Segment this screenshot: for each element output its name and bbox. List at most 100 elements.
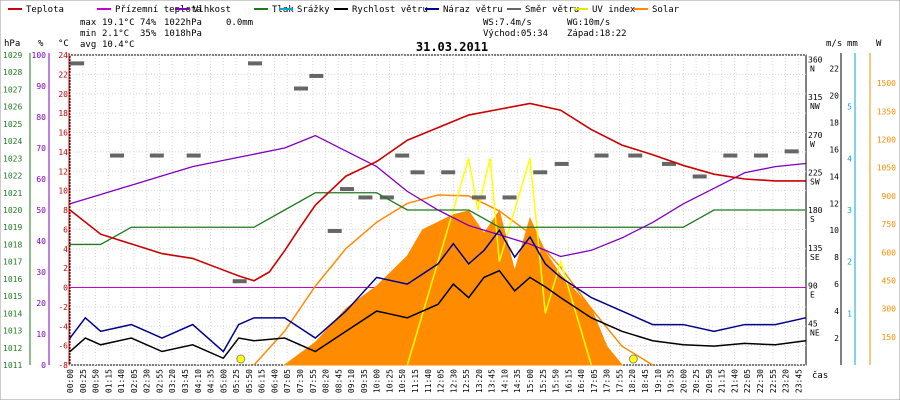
- wind-direction-mark: [692, 174, 707, 179]
- direction-tick-label: 225: [808, 168, 823, 177]
- x-tick-label: 12:30: [449, 369, 458, 393]
- pct-tick-label: 40: [36, 237, 46, 246]
- max-hum: 74%: [140, 18, 157, 28]
- wind-direction-mark: [723, 153, 738, 158]
- x-tick-label: 06:15: [258, 369, 267, 393]
- x-tick-label: 09:35: [360, 369, 369, 393]
- x-tick-label: 13:20: [475, 369, 484, 393]
- x-tick-label: 17:55: [615, 369, 624, 393]
- x-tick-label: 00:50: [92, 369, 101, 393]
- wind-direction-mark: [294, 86, 308, 91]
- svg-text:mm: mm: [847, 39, 858, 49]
- x-tick-label: 23:45: [794, 369, 803, 393]
- celsius-tick-label: 24: [58, 51, 68, 60]
- x-tick-label: 05:00: [219, 369, 228, 393]
- uv-tick-label: 2: [847, 258, 852, 267]
- uv-tick-label: 4: [847, 154, 852, 163]
- legend-item-teplota: Teplota: [8, 5, 64, 15]
- wind-direction-mark: [186, 153, 201, 158]
- x-tick-label: 12:05: [437, 369, 446, 393]
- pct-tick-label: 70: [36, 144, 46, 153]
- legend-item-smer: Směr větru: [507, 5, 579, 15]
- svg-text:max: max: [80, 18, 97, 28]
- max-temp: 19.1°C: [102, 18, 135, 28]
- x-tick-label: 02:30: [143, 369, 152, 393]
- wind-direction-mark: [395, 153, 410, 158]
- x-tick-label: 01:15: [104, 369, 113, 393]
- ms-tick-label: 4: [834, 307, 839, 316]
- x-axis-label: čas: [812, 370, 828, 381]
- wind-direction-mark: [70, 61, 85, 66]
- direction-tick-label: 135: [808, 244, 823, 253]
- wind-direction-mark: [554, 161, 569, 166]
- watt-tick-label: 300: [882, 305, 897, 314]
- solar-clear-sky-line: [253, 194, 654, 366]
- legend-item-srazky: Srážky: [279, 5, 330, 15]
- x-tick-label: 07:30: [296, 369, 305, 393]
- direction-tick-label: 45: [808, 319, 818, 328]
- wind-direction-mark: [358, 195, 373, 200]
- x-tick-label: 07:05: [283, 369, 292, 393]
- celsius-tick-label: -2: [58, 303, 68, 312]
- ms-tick-label: 14: [829, 172, 839, 181]
- legend-item-rychlost: Rychlost větru: [334, 5, 428, 15]
- avg-temp: 10.4°C: [102, 40, 135, 50]
- plot-area: [69, 54, 807, 366]
- x-tick-label: 04:35: [207, 369, 216, 393]
- svg-text:Srážky: Srážky: [297, 5, 330, 15]
- rain-total: 0.0mm: [226, 18, 253, 28]
- celsius-tick-label: 6: [63, 225, 68, 234]
- hpa-tick-label: 1013: [3, 327, 22, 336]
- wind-direction-mark: [232, 279, 247, 284]
- wind-gust-line: [69, 228, 806, 353]
- legend-item-naraz: Náraz větru: [425, 5, 503, 15]
- wind-direction-mark: [662, 161, 676, 166]
- pct-tick-label: 0: [41, 361, 46, 370]
- wind-direction-mark: [309, 73, 324, 78]
- celsius-tick-label: 10: [58, 187, 68, 196]
- x-tick-label: 11:40: [424, 369, 433, 393]
- ms-tick-label: 2: [834, 334, 839, 343]
- wind-speed-line: [69, 269, 806, 360]
- wind-direction-mark: [628, 153, 643, 158]
- x-tick-label: 19:10: [654, 369, 663, 393]
- direction-name-label: SW: [810, 177, 820, 186]
- celsius-tick-label: 12: [58, 167, 68, 176]
- x-tick-label: 13:45: [488, 369, 497, 393]
- x-tick-label: 11:15: [411, 369, 420, 393]
- x-tick-label: 17:05: [590, 369, 599, 393]
- x-tick-label: 18:45: [641, 369, 650, 393]
- x-tick-label: 02:05: [130, 369, 139, 393]
- svg-text:min: min: [80, 29, 96, 39]
- axis-units: hPa % °C m/s mm W čas: [4, 39, 882, 381]
- hpa-tick-label: 1029: [3, 51, 22, 60]
- celsius-tick-label: 16: [58, 129, 68, 138]
- axes: 1011101210131014101510161017101810191020…: [3, 51, 896, 393]
- ms-tick-label: 10: [829, 226, 839, 235]
- uv-tick-label: 1: [847, 309, 852, 318]
- x-tick-label: 15:50: [552, 369, 561, 393]
- hpa-tick-label: 1024: [3, 137, 22, 146]
- celsius-tick-label: 0: [63, 284, 68, 293]
- ms-tick-label: 20: [829, 91, 839, 100]
- hpa-tick-label: 1018: [3, 240, 22, 249]
- pct-tick-label: 80: [36, 113, 46, 122]
- stats: max 19.1°C 74% 1022hPa 0.0mm min 2.1°C 3…: [80, 18, 627, 50]
- direction-tick-label: 90: [808, 282, 818, 291]
- ms-tick-label: 12: [829, 199, 839, 208]
- hpa-tick-label: 1021: [3, 189, 22, 198]
- celsius-tick-label: 4: [63, 245, 68, 254]
- hpa-tick-label: 1020: [3, 206, 22, 215]
- x-tick-label: 15:25: [539, 369, 548, 393]
- x-tick-label: 03:45: [181, 369, 190, 393]
- x-tick-label: 10:25: [385, 369, 394, 393]
- watt-tick-label: 1200: [877, 136, 896, 145]
- sunrise: Východ:05:34: [483, 29, 548, 39]
- svg-text:hPa: hPa: [4, 39, 20, 49]
- x-tick-label: 00:00: [66, 369, 75, 393]
- wind-gust-stat: WG:10m/s: [567, 18, 610, 28]
- max-press: 1022hPa: [164, 18, 202, 28]
- sunrise-marker: [236, 354, 246, 364]
- celsius-tick-label: 18: [58, 109, 68, 118]
- wind-direction-mark: [441, 170, 456, 175]
